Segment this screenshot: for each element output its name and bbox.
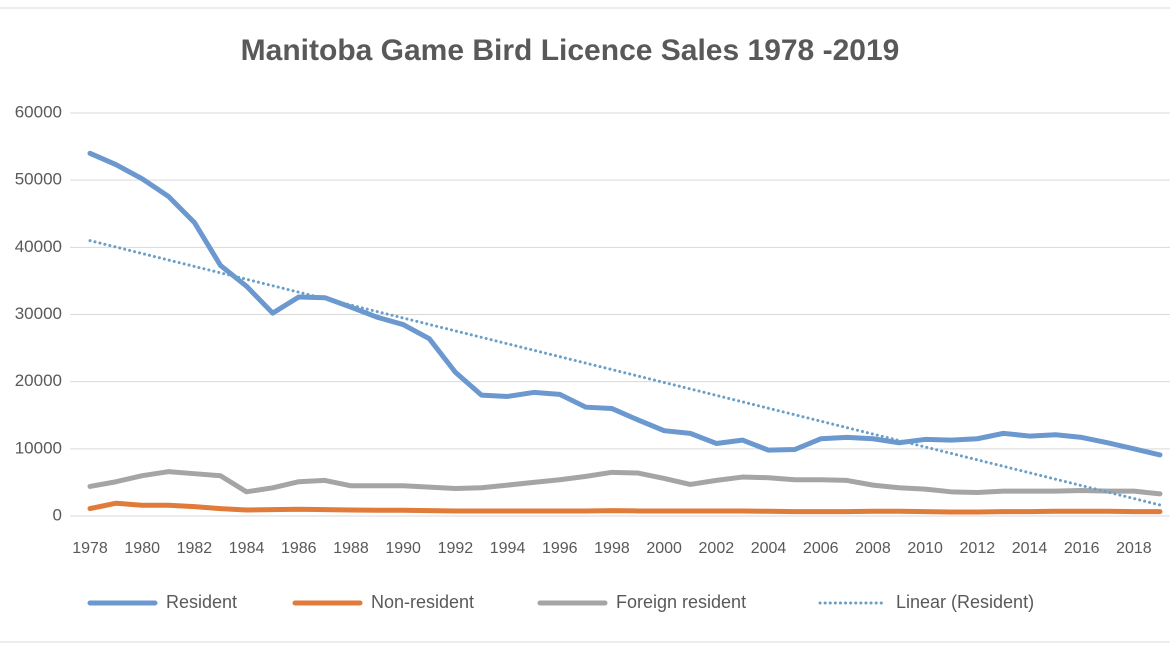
series-line: [88, 239, 1162, 507]
x-tick-label: 1994: [490, 540, 526, 557]
x-tick-label: 1996: [542, 540, 578, 557]
series-line: [87, 500, 1163, 515]
y-tick-label: 20000: [15, 371, 62, 390]
x-tick-label: 2002: [699, 540, 735, 557]
x-tick-label: 1992: [438, 540, 474, 557]
x-tick-label: 1982: [177, 540, 213, 557]
x-tick-label: 2018: [1116, 540, 1152, 557]
x-tick-label: 2004: [751, 540, 787, 557]
series-line: [87, 150, 1163, 458]
chart-title: Manitoba Game Bird Licence Sales 1978 -2…: [241, 34, 900, 67]
x-tick-label: 2006: [803, 540, 839, 557]
x-tick-label: 2010: [907, 540, 943, 557]
legend-label: Resident: [166, 592, 237, 612]
x-tick-label: 1978: [72, 540, 108, 557]
x-tick-label: 1986: [281, 540, 317, 557]
x-tick-label: 2012: [960, 540, 996, 557]
y-tick-label: 40000: [15, 237, 62, 256]
legend-label: Non-resident: [371, 592, 474, 612]
x-tick-label: 1988: [333, 540, 369, 557]
legend-label: Linear (Resident): [896, 592, 1034, 612]
x-tick-label: 1984: [229, 540, 265, 557]
x-tick-label: 2014: [1012, 540, 1048, 557]
x-tick-label: 2000: [646, 540, 682, 557]
y-tick-label: 50000: [15, 170, 62, 189]
y-tick-label: 10000: [15, 438, 62, 457]
x-tick-label: 1980: [124, 540, 160, 557]
legend-label: Foreign resident: [616, 592, 746, 612]
series-line: [87, 469, 1163, 497]
y-tick-label: 60000: [15, 102, 62, 121]
x-tick-label: 2008: [855, 540, 891, 557]
x-tick-label: 1990: [385, 540, 421, 557]
y-tick-label: 30000: [15, 304, 62, 323]
y-tick-label: 0: [53, 505, 62, 524]
x-tick-label: 1998: [594, 540, 630, 557]
x-tick-label: 2016: [1064, 540, 1100, 557]
